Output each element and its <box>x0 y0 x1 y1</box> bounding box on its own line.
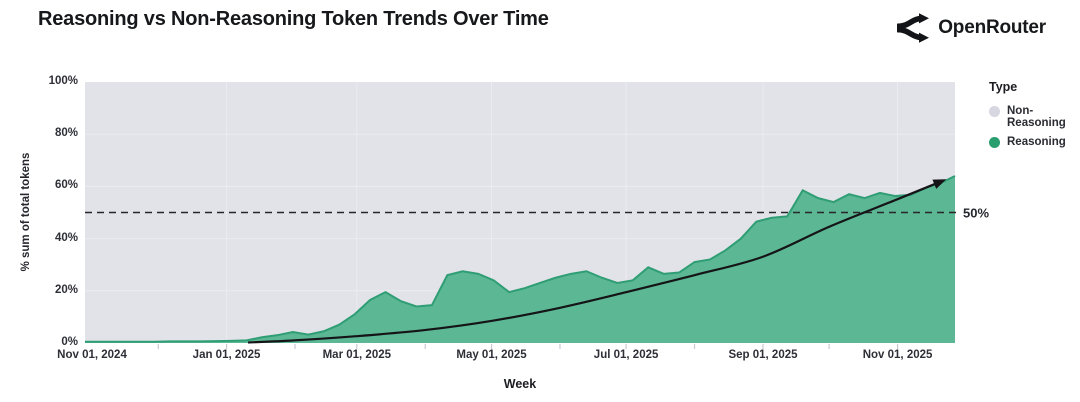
legend-item-non-reasoning: Non-Reasoning <box>989 105 1075 129</box>
y-tick-label: 100% <box>48 75 78 87</box>
x-axis-title: Week <box>503 377 537 391</box>
x-tick-label: Nov 01, 2025 <box>862 349 933 361</box>
y-tick-label: 0% <box>61 336 78 348</box>
x-tick-label: May 01, 2025 <box>456 349 527 361</box>
y-tick-label: 80% <box>54 127 78 140</box>
legend-item-label: Reasoning <box>1007 136 1066 148</box>
x-tick-label: Jul 01, 2025 <box>593 349 659 361</box>
x-tick-label: Jan 01, 2025 <box>192 349 261 361</box>
page-title: Reasoning vs Non-Reasoning Token Trends … <box>38 8 549 30</box>
x-tick-label: Sep 01, 2025 <box>728 349 798 361</box>
y-tick-label: 60% <box>54 179 78 192</box>
legend: Type Non-Reasoning Reasoning <box>989 80 1075 155</box>
legend-title: Type <box>989 80 1018 94</box>
openrouter-logo-icon <box>897 13 930 43</box>
ref-line-label: 50% <box>963 205 990 220</box>
y-tick-label: 40% <box>54 231 78 244</box>
x-tick-label: Mar 01, 2025 <box>322 349 392 361</box>
reasoning-swatch-icon <box>989 137 1000 148</box>
legend-item-reasoning: Reasoning <box>989 136 1075 148</box>
y-axis-title: % sum of total tokens <box>20 152 32 272</box>
openrouter-logo-text: OpenRouter <box>938 17 1046 38</box>
legend-item-label: Non-Reasoning <box>1007 105 1066 129</box>
non-reasoning-swatch-icon <box>989 106 1000 117</box>
openrouter-logo: OpenRouter <box>895 13 1046 43</box>
y-tick-label: 20% <box>54 283 78 296</box>
x-tick-label: Nov 01, 2024 <box>57 349 127 361</box>
